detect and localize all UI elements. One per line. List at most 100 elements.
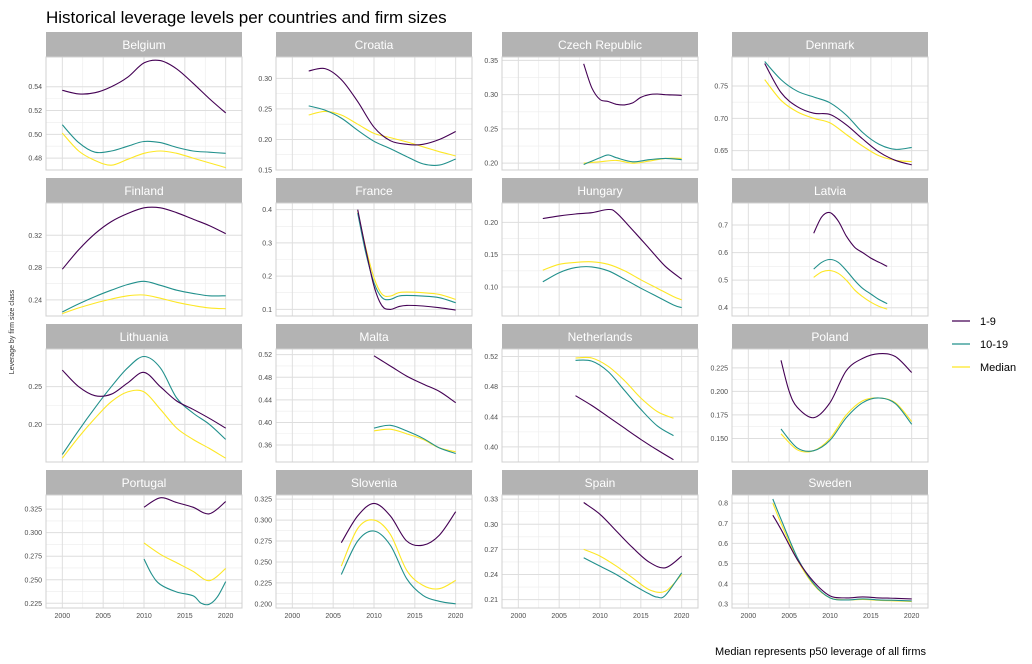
series-line-median — [61, 132, 226, 169]
x-tick-label: 2010 — [822, 613, 838, 620]
series-line-median — [813, 269, 888, 310]
y-tick-label: 0.6 — [718, 250, 728, 257]
panel-border — [45, 56, 243, 171]
y-tick-label: 0.54 — [28, 84, 42, 91]
facet-strip — [732, 470, 928, 495]
panels-group: Belgium 0.48 0.50 0.52 0.54 Croatia 0.15 0.20 0.… — [24, 32, 929, 620]
y-tick-label: 0.36 — [258, 443, 272, 450]
y-tick-label: 0.2 — [262, 274, 272, 281]
panel-border — [501, 202, 699, 317]
facet-strip — [276, 32, 472, 57]
y-tick-label: 0.52 — [28, 108, 42, 115]
panel-border — [731, 494, 929, 609]
y-tick-label: 0.24 — [484, 572, 498, 579]
y-tick-label: 0.20 — [484, 161, 498, 168]
series-line-10-19 — [308, 105, 456, 166]
series-line-1-9 — [772, 514, 912, 600]
legend-label: Median — [980, 362, 1016, 374]
series-line-1-9 — [308, 67, 456, 146]
panel-border — [275, 494, 473, 609]
x-tick-label: 2000 — [741, 613, 757, 620]
y-tick-label: 0.48 — [28, 156, 42, 163]
y-tick-label: 0.275 — [254, 539, 272, 546]
y-tick-label: 0.27 — [484, 547, 498, 554]
y-tick-label: 0.33 — [484, 497, 498, 504]
y-tick-label: 0.225 — [254, 580, 272, 587]
facet-label: Belgium — [122, 38, 165, 52]
y-tick-label: 0.21 — [484, 597, 498, 604]
y-tick-label: 0.5 — [718, 278, 728, 285]
series-line-median — [143, 542, 227, 582]
y-tick-label: 0.325 — [254, 497, 272, 504]
y-tick-label: 0.300 — [254, 518, 272, 525]
y-tick-label: 0.4 — [718, 581, 728, 588]
panel-border — [275, 202, 473, 317]
x-tick-label: 2020 — [904, 613, 920, 620]
facet-label: Poland — [811, 330, 848, 344]
legend-label: 10-19 — [980, 339, 1008, 351]
y-tick-label: 0.200 — [710, 389, 728, 396]
y-tick-label: 0.300 — [24, 530, 42, 537]
series-line-1-9 — [357, 209, 456, 311]
y-tick-label: 0.325 — [24, 507, 42, 514]
facet-label: France — [355, 184, 393, 198]
y-tick-label: 0.250 — [254, 559, 272, 566]
y-tick-label: 0.7 — [718, 223, 728, 230]
facet-strip — [46, 178, 242, 203]
series-line-1-9 — [143, 497, 227, 515]
panel-lithuania: Lithuania 0.20 0.25 — [28, 324, 243, 463]
y-tick-label: 0.225 — [710, 365, 728, 372]
panel-malta: Malta 0.36 0.40 0.44 0.48 0.52 — [258, 324, 473, 463]
panel-slovenia: Slovenia 0.200 0.225 0.250 0.275 0.300 0.325 20… — [254, 470, 473, 620]
y-tick-label: 0.4 — [262, 207, 272, 214]
x-tick-label: 2010 — [366, 613, 382, 620]
y-tick-label: 0.48 — [484, 384, 498, 391]
panel-netherlands: Netherlands 0.40 0.44 0.48 0.52 — [484, 324, 699, 463]
series-line-10-19 — [143, 558, 227, 606]
y-tick-label: 0.150 — [710, 436, 728, 443]
y-tick-label: 0.200 — [254, 601, 272, 608]
facet-strip — [732, 324, 928, 349]
series-line-1-9 — [62, 59, 227, 114]
facet-strip — [502, 32, 698, 57]
x-tick-label: 2005 — [95, 613, 111, 620]
y-tick-label: 0.15 — [484, 252, 498, 259]
facet-label: Netherlands — [568, 330, 633, 344]
x-tick-label: 2000 — [511, 613, 527, 620]
panel-czech-republic: Czech Republic 0.20 0.25 0.30 0.35 — [484, 32, 699, 171]
y-tick-label: 0.40 — [258, 420, 272, 427]
y-tick-label: 0.10 — [484, 284, 498, 291]
x-tick-label: 2000 — [55, 613, 71, 620]
panel-portugal: Portugal 0.225 0.250 0.275 0.300 0.325 2000 200… — [24, 470, 243, 620]
panel-border — [731, 202, 929, 317]
panel-denmark: Denmark 0.65 0.70 0.75 — [714, 32, 929, 171]
y-tick-label: 0.6 — [718, 541, 728, 548]
series-line-median — [542, 261, 682, 301]
y-tick-label: 0.28 — [28, 265, 42, 272]
series-line-1-9 — [764, 63, 912, 166]
series-line-10-19 — [575, 359, 674, 437]
series-line-10-19 — [542, 266, 682, 309]
panel-hungary: Hungary 0.10 0.15 0.20 — [484, 178, 699, 317]
panel-border — [501, 348, 699, 463]
panel-croatia: Croatia 0.15 0.20 0.25 0.30 — [258, 32, 473, 175]
y-tick-label: 0.25 — [28, 384, 42, 391]
y-tick-label: 0.50 — [28, 132, 42, 139]
panel-latvia: Latvia 0.4 0.5 0.6 0.7 — [718, 178, 929, 317]
x-tick-label: 2005 — [325, 613, 341, 620]
legend-label: 1-9 — [980, 316, 996, 328]
facet-strip — [276, 178, 472, 203]
panel-border — [501, 56, 699, 171]
y-tick-label: 0.52 — [484, 354, 498, 361]
y-tick-label: 0.175 — [710, 412, 728, 419]
x-tick-label: 2015 — [407, 613, 423, 620]
panel-border — [45, 202, 243, 317]
x-tick-label: 2015 — [177, 613, 193, 620]
x-tick-label: 2015 — [863, 613, 879, 620]
x-tick-label: 2005 — [781, 613, 797, 620]
y-tick-label: 0.20 — [484, 220, 498, 227]
facet-strip — [276, 324, 472, 349]
series-line-median — [308, 110, 456, 157]
y-tick-label: 0.30 — [484, 92, 498, 99]
facet-strip — [46, 324, 242, 349]
